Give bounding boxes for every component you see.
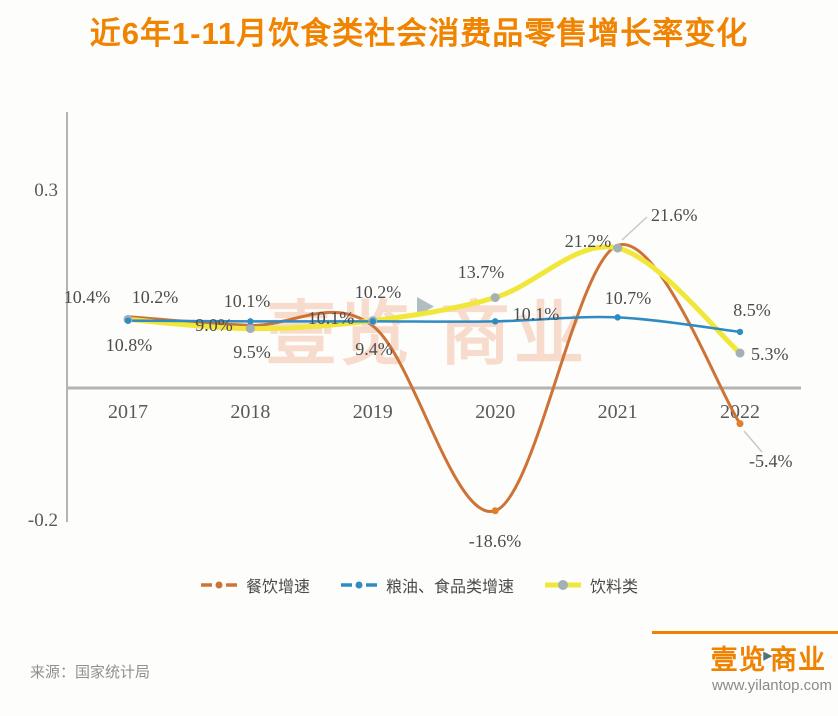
- point-label-2-2022: 5.3%: [751, 344, 789, 364]
- legend-label-catering: 餐饮增速: [245, 579, 310, 596]
- label-leader-line: [621, 216, 648, 241]
- data-point-beverage: [490, 293, 500, 303]
- play-triangle-icon: ▶: [763, 650, 773, 662]
- brand-logo-right: 商业: [770, 645, 826, 675]
- x-tick-label: 2018: [230, 401, 270, 423]
- dash-dot-line-icon-orange: [200, 581, 237, 589]
- x-tick-label: 2017: [108, 401, 148, 423]
- x-tick-label: 2022: [720, 401, 760, 423]
- point-label-1-2022: 8.5%: [733, 300, 771, 320]
- brand-url: www.yilantop.com: [711, 677, 832, 695]
- data-point-beverage: [245, 324, 255, 334]
- brand-logo-left: 壹览: [710, 645, 767, 675]
- point-label-2-2017: 10.4%: [64, 287, 111, 307]
- point-label-1-2021: 10.7%: [605, 288, 652, 308]
- legend-item-grain-food[interactable]: 粮油、食品类增速: [340, 573, 514, 597]
- data-point-grain-food: [124, 317, 132, 324]
- brand-logo: 壹览▶商业: [648, 644, 838, 676]
- chart-legend: 餐饮增速 粮油、食品类增速 饮料类: [0, 573, 838, 597]
- data-point-catering: [491, 507, 499, 515]
- legend-item-catering[interactable]: 餐饮增速: [200, 573, 310, 597]
- series-line-0: [126, 243, 742, 513]
- label-leader-line: [743, 430, 763, 453]
- series-line-2: [125, 244, 743, 356]
- brand-divider: [652, 631, 838, 634]
- data-point-grain-food: [369, 318, 376, 325]
- x-tick-label: 2019: [353, 401, 393, 423]
- solid-line-dot-icon-yellow: [545, 580, 581, 590]
- watermark-text-left: 壹览: [266, 295, 414, 373]
- point-label-2-2019: 10.2%: [355, 282, 402, 302]
- page-title: 近6年1-11月饮食类社会消费品零售增长率变化: [89, 16, 749, 51]
- point-label-0-2020: -18.6%: [469, 531, 522, 551]
- point-label-2-2018: 9.0%: [195, 315, 233, 335]
- series-line-1: [126, 315, 742, 334]
- watermark-triangle-icon: [417, 297, 434, 316]
- legend-item-beverage[interactable]: 饮料类: [544, 573, 638, 597]
- data-point-grain-food: [614, 314, 621, 321]
- legend-label-grain-food: 粮油、食品类增速: [385, 579, 514, 596]
- point-label-2-2020: 13.7%: [458, 262, 505, 282]
- x-tick-label: 2021: [598, 401, 638, 423]
- data-point-grain-food: [247, 318, 254, 325]
- data-point-grain-food: [492, 318, 499, 325]
- dash-dot-line-icon-blue: [340, 581, 377, 589]
- brand-block: 壹览▶商业 www.yilantop.com: [648, 631, 838, 694]
- data-point-beverage: [613, 243, 623, 253]
- point-label-0-2018: 9.5%: [233, 342, 271, 362]
- x-tick-label: 2020: [475, 401, 515, 423]
- legend-label-beverage: 饮料类: [590, 579, 639, 596]
- point-label-0-2019: 9.4%: [355, 339, 393, 359]
- point-label-1-2019: 10.1%: [308, 308, 355, 328]
- point-label-2-2021: 21.2%: [565, 231, 612, 251]
- source-note: 来源：国家统计局: [30, 664, 151, 681]
- y-tick-label: -0.2: [28, 510, 58, 531]
- data-point-grain-food: [736, 328, 744, 336]
- point-label-0-2021: 21.6%: [651, 205, 698, 225]
- point-label-1-2018: 10.1%: [224, 291, 271, 311]
- point-label-0-2017: 10.8%: [106, 335, 153, 355]
- point-label-1-2020: 10.1%: [513, 304, 560, 324]
- point-label-0-2022: -5.4%: [749, 451, 793, 471]
- y-tick-label: 0.3: [34, 180, 58, 201]
- data-point-catering: [736, 420, 744, 428]
- point-label-1-2017: 10.2%: [132, 287, 179, 307]
- data-point-beverage: [735, 348, 745, 358]
